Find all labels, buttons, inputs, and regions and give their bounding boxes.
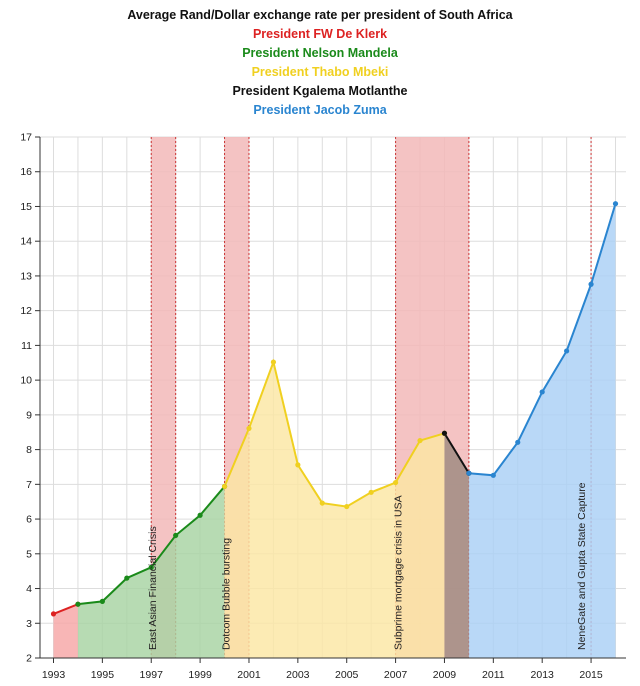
data-point: [344, 503, 350, 510]
data-point: [319, 500, 325, 506]
series-area: [444, 433, 469, 658]
data-point: [539, 389, 545, 395]
data-point: [392, 479, 399, 486]
y-tick-label: 4: [26, 583, 32, 595]
x-tick-label: 2007: [384, 669, 408, 681]
data-point: [99, 598, 105, 604]
series-line: [223, 358, 445, 508]
annotation-label: Subprime mortgage crisis in USA: [393, 495, 405, 650]
chart-title: Average Rand/Dollar exchange rate per pr…: [127, 8, 513, 22]
x-tick-label: 1997: [140, 669, 164, 681]
data-point: [124, 575, 130, 581]
legend-item-mandela: President Nelson Mandela: [242, 46, 398, 60]
y-tick-label: 17: [20, 132, 32, 144]
annotation-labels: East Asian Financial Crisis Dotcom Bubble…: [147, 482, 588, 650]
data-point: [588, 281, 594, 287]
y-tick-label: 7: [26, 479, 32, 491]
y-tick-label: 6: [26, 514, 32, 526]
data-point: [612, 201, 619, 207]
data-point: [515, 439, 521, 445]
x-tick-label: 2015: [579, 669, 603, 681]
series-area: [77, 486, 225, 658]
data-point: [221, 483, 228, 490]
x-tick-label: 2009: [433, 669, 457, 681]
y-tick-label: 15: [20, 201, 32, 213]
data-point: [270, 359, 277, 365]
x-tick-label: 1993: [42, 669, 66, 681]
x-tick-label: 2005: [335, 669, 359, 681]
data-point: [246, 425, 252, 432]
x-tick-label: 2011: [482, 669, 505, 681]
y-tick-label: 14: [20, 236, 32, 248]
y-tick-label: 11: [21, 340, 32, 352]
data-point: [173, 532, 179, 538]
x-tick-label: 1999: [188, 669, 212, 681]
x-tick-label: 2013: [531, 669, 555, 681]
series-line: [53, 603, 79, 615]
area-fills: [53, 203, 616, 659]
data-point: [148, 564, 154, 570]
data-point: [417, 437, 423, 444]
data-point: [75, 601, 81, 607]
series-area: [53, 604, 78, 658]
y-tick-label: 12: [20, 305, 32, 317]
data-point: [295, 462, 301, 468]
data-point: [490, 472, 496, 478]
y-tick-label: 5: [26, 548, 32, 560]
y-tick-label: 16: [20, 166, 32, 178]
data-point: [466, 470, 472, 476]
series-area: [468, 203, 616, 659]
series-area: [224, 362, 445, 658]
axes: 2 3 4 5 6 7 8 9 10 11 12 13 14 15 16 17 1993 1995 1997 1999…: [20, 132, 626, 681]
annotation-label: NeneGate and Gupta State Capture: [576, 482, 588, 650]
x-tick-label: 1995: [91, 669, 115, 681]
x-tick-label: 2001: [237, 669, 261, 681]
y-tick-label: 8: [26, 444, 32, 456]
data-point: [197, 512, 203, 518]
legend-item-motlanthe: President Kgalema Motlanthe: [232, 84, 408, 98]
y-tick-label: 2: [26, 653, 32, 665]
annotation-label: Dotcom Bubble bursting: [221, 538, 233, 650]
data-point: [368, 489, 374, 495]
legend-item-mbeki: President Thabo Mbeki: [251, 65, 389, 79]
y-tick-label: 13: [20, 270, 32, 282]
legend-item-zuma: President Jacob Zuma: [253, 103, 387, 117]
data-point: [50, 611, 57, 617]
x-tick-label: 2003: [286, 669, 310, 681]
data-point: [564, 348, 570, 354]
y-tick-label: 10: [20, 375, 32, 387]
data-points: [50, 201, 619, 617]
y-tick-label: 3: [26, 618, 32, 630]
y-tick-label: 9: [26, 409, 32, 421]
series-line: [443, 432, 470, 474]
annotation-label: East Asian Financial Crisis: [147, 526, 159, 650]
legend-item-de-klerk: President FW De Klerk: [252, 27, 388, 41]
data-point: [441, 430, 448, 436]
